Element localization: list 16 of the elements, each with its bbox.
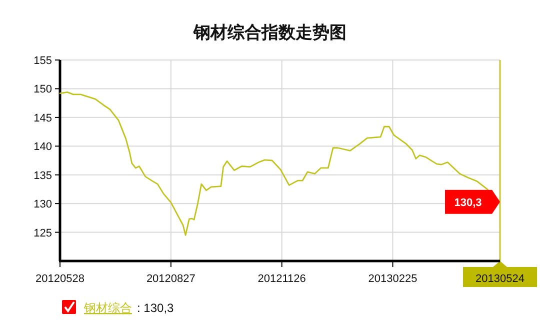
y-tick-label: 125 bbox=[34, 227, 52, 240]
y-tick-label: 140 bbox=[34, 141, 52, 154]
x-tick-label: 20121126 bbox=[258, 273, 306, 285]
y-tick-label: 150 bbox=[34, 84, 52, 96]
text: : 130,3 bbox=[137, 301, 174, 315]
y-tick-label: 145 bbox=[34, 112, 52, 124]
x-tick-label: 20130225 bbox=[368, 273, 418, 285]
y-tick-label: 130 bbox=[34, 198, 52, 211]
y-tick-label: 155 bbox=[34, 55, 52, 67]
x-tick-label: 20130524 bbox=[476, 273, 524, 285]
y-tick-label: 135 bbox=[34, 170, 52, 182]
annotation: 130,3 bbox=[454, 196, 482, 209]
chart-title: 钢材综合指数走势图 bbox=[192, 23, 346, 42]
x-tick-label: 20120528 bbox=[36, 273, 84, 285]
text: 钢材综合 bbox=[83, 301, 132, 315]
x-tick-label: 20120827 bbox=[146, 273, 196, 285]
